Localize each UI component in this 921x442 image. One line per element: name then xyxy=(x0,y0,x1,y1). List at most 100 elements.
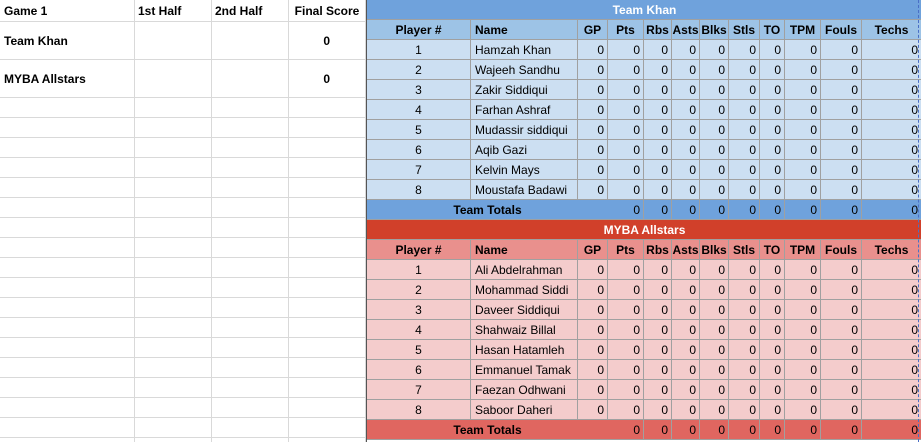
stat-cell[interactable]: 0 xyxy=(608,100,644,120)
empty-cell[interactable] xyxy=(0,438,135,442)
empty-cell[interactable] xyxy=(0,318,135,338)
total-cell[interactable]: 0 xyxy=(760,420,785,440)
player-number-cell[interactable]: 4 xyxy=(367,100,471,120)
final-score-cell[interactable]: 0 xyxy=(289,22,366,60)
column-header[interactable]: TPM xyxy=(785,240,821,260)
stat-cell[interactable]: 0 xyxy=(644,60,672,80)
stat-cell[interactable]: 0 xyxy=(862,160,921,180)
empty-cell[interactable] xyxy=(289,178,366,198)
stat-cell[interactable]: 0 xyxy=(821,260,862,280)
column-header[interactable]: TPM xyxy=(785,20,821,40)
player-number-cell[interactable]: 7 xyxy=(367,380,471,400)
stat-cell[interactable]: 0 xyxy=(821,400,862,420)
empty-cell[interactable] xyxy=(0,218,135,238)
total-cell[interactable]: 0 xyxy=(862,420,921,440)
stat-cell[interactable]: 0 xyxy=(729,180,760,200)
stat-cell[interactable]: 0 xyxy=(608,160,644,180)
stat-cell[interactable]: 0 xyxy=(578,320,608,340)
column-header[interactable]: Techs xyxy=(862,240,921,260)
stat-cell[interactable]: 0 xyxy=(785,100,821,120)
total-cell[interactable]: 0 xyxy=(862,200,921,220)
stat-cell[interactable]: 0 xyxy=(821,40,862,60)
empty-cell[interactable] xyxy=(135,198,212,218)
empty-cell[interactable] xyxy=(135,278,212,298)
total-cell[interactable]: 0 xyxy=(821,200,862,220)
player-name-cell[interactable]: Farhan Ashraf xyxy=(471,100,578,120)
stat-cell[interactable]: 0 xyxy=(729,80,760,100)
column-header[interactable]: Blks xyxy=(700,20,729,40)
empty-cell[interactable] xyxy=(212,358,289,378)
stat-cell[interactable]: 0 xyxy=(862,340,921,360)
empty-cell[interactable] xyxy=(212,98,289,118)
stat-cell[interactable]: 0 xyxy=(821,300,862,320)
stat-cell[interactable]: 0 xyxy=(785,40,821,60)
player-name-cell[interactable]: Zakir Siddiqui xyxy=(471,80,578,100)
empty-cell[interactable] xyxy=(212,338,289,358)
stat-cell[interactable]: 0 xyxy=(760,300,785,320)
stat-cell[interactable]: 0 xyxy=(729,400,760,420)
stat-cell[interactable]: 0 xyxy=(608,360,644,380)
stat-cell[interactable]: 0 xyxy=(700,300,729,320)
stat-cell[interactable]: 0 xyxy=(785,300,821,320)
total-cell[interactable]: 0 xyxy=(729,420,760,440)
stat-cell[interactable]: 0 xyxy=(785,140,821,160)
empty-cell[interactable] xyxy=(135,218,212,238)
empty-cell[interactable] xyxy=(135,298,212,318)
player-name-cell[interactable]: Hamzah Khan xyxy=(471,40,578,60)
total-cell[interactable]: 0 xyxy=(608,200,644,220)
empty-cell[interactable] xyxy=(212,278,289,298)
stat-cell[interactable]: 0 xyxy=(785,80,821,100)
empty-cell[interactable] xyxy=(135,158,212,178)
stat-cell[interactable]: 0 xyxy=(821,160,862,180)
empty-cell[interactable] xyxy=(0,158,135,178)
stat-cell[interactable]: 0 xyxy=(862,260,921,280)
team-name-cell[interactable]: Team Khan xyxy=(0,22,135,60)
empty-cell[interactable] xyxy=(0,298,135,318)
column-header[interactable]: Player # xyxy=(367,240,471,260)
stat-cell[interactable]: 0 xyxy=(608,400,644,420)
stat-cell[interactable]: 0 xyxy=(785,320,821,340)
stat-cell[interactable]: 0 xyxy=(760,40,785,60)
player-number-cell[interactable]: 3 xyxy=(367,80,471,100)
empty-cell[interactable] xyxy=(212,178,289,198)
empty-cell[interactable] xyxy=(135,318,212,338)
player-number-cell[interactable]: 3 xyxy=(367,300,471,320)
empty-cell[interactable] xyxy=(212,218,289,238)
empty-cell[interactable] xyxy=(0,358,135,378)
empty-cell[interactable] xyxy=(289,278,366,298)
empty-cell[interactable] xyxy=(212,298,289,318)
column-header[interactable]: Name xyxy=(471,20,578,40)
stat-cell[interactable]: 0 xyxy=(644,140,672,160)
stat-cell[interactable]: 0 xyxy=(578,360,608,380)
stat-cell[interactable]: 0 xyxy=(608,120,644,140)
stat-cell[interactable]: 0 xyxy=(729,40,760,60)
total-cell[interactable]: 0 xyxy=(672,200,700,220)
stat-cell[interactable]: 0 xyxy=(700,100,729,120)
total-cell[interactable]: 0 xyxy=(821,420,862,440)
column-header[interactable]: Blks xyxy=(700,240,729,260)
stat-cell[interactable]: 0 xyxy=(760,120,785,140)
stat-cell[interactable]: 0 xyxy=(862,280,921,300)
stat-cell[interactable]: 0 xyxy=(862,40,921,60)
stat-cell[interactable]: 0 xyxy=(578,100,608,120)
stat-cell[interactable]: 0 xyxy=(729,140,760,160)
stat-cell[interactable]: 0 xyxy=(760,140,785,160)
stat-cell[interactable]: 0 xyxy=(578,160,608,180)
empty-cell[interactable] xyxy=(0,338,135,358)
stat-cell[interactable]: 0 xyxy=(578,260,608,280)
empty-cell[interactable] xyxy=(212,118,289,138)
player-number-cell[interactable]: 1 xyxy=(367,40,471,60)
stat-cell[interactable]: 0 xyxy=(729,360,760,380)
stat-cell[interactable]: 0 xyxy=(608,380,644,400)
stat-cell[interactable]: 0 xyxy=(578,400,608,420)
empty-cell[interactable] xyxy=(0,258,135,278)
stat-cell[interactable]: 0 xyxy=(760,180,785,200)
stat-cell[interactable]: 0 xyxy=(608,260,644,280)
column-header[interactable]: Pts xyxy=(608,20,644,40)
stat-cell[interactable]: 0 xyxy=(700,40,729,60)
stat-cell[interactable]: 0 xyxy=(644,100,672,120)
stat-cell[interactable]: 0 xyxy=(729,340,760,360)
stat-cell[interactable]: 0 xyxy=(700,160,729,180)
stat-cell[interactable]: 0 xyxy=(578,280,608,300)
empty-cell[interactable] xyxy=(135,418,212,438)
